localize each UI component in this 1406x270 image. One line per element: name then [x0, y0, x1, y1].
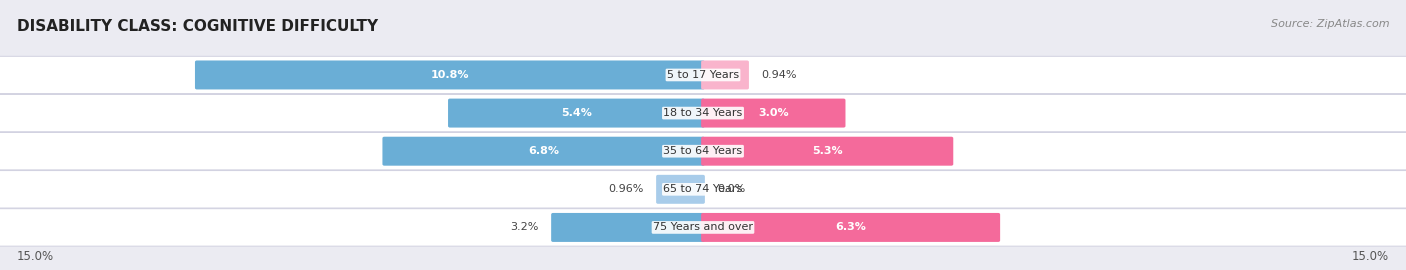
- Text: 10.8%: 10.8%: [430, 70, 470, 80]
- FancyBboxPatch shape: [0, 94, 1406, 132]
- Text: 18 to 34 Years: 18 to 34 Years: [664, 108, 742, 118]
- FancyBboxPatch shape: [449, 99, 704, 127]
- Text: 5.4%: 5.4%: [561, 108, 592, 118]
- Text: Source: ZipAtlas.com: Source: ZipAtlas.com: [1271, 19, 1389, 29]
- Text: 35 to 64 Years: 35 to 64 Years: [664, 146, 742, 156]
- Text: 15.0%: 15.0%: [17, 250, 53, 263]
- FancyBboxPatch shape: [0, 209, 1406, 246]
- Text: 5 to 17 Years: 5 to 17 Years: [666, 70, 740, 80]
- FancyBboxPatch shape: [702, 99, 845, 127]
- Text: 6.3%: 6.3%: [835, 222, 866, 232]
- FancyBboxPatch shape: [0, 171, 1406, 208]
- Text: 3.2%: 3.2%: [510, 222, 538, 232]
- FancyBboxPatch shape: [0, 133, 1406, 170]
- FancyBboxPatch shape: [0, 56, 1406, 94]
- Text: 5.3%: 5.3%: [811, 146, 842, 156]
- Text: 0.0%: 0.0%: [717, 184, 745, 194]
- FancyBboxPatch shape: [551, 213, 704, 242]
- Text: 75 Years and over: 75 Years and over: [652, 222, 754, 232]
- FancyBboxPatch shape: [702, 213, 1000, 242]
- Text: 6.8%: 6.8%: [529, 146, 560, 156]
- Text: DISABILITY CLASS: COGNITIVE DIFFICULTY: DISABILITY CLASS: COGNITIVE DIFFICULTY: [17, 19, 378, 34]
- Text: 3.0%: 3.0%: [758, 108, 789, 118]
- Text: 0.96%: 0.96%: [609, 184, 644, 194]
- Text: 0.94%: 0.94%: [761, 70, 797, 80]
- FancyBboxPatch shape: [382, 137, 704, 166]
- Text: 65 to 74 Years: 65 to 74 Years: [664, 184, 742, 194]
- FancyBboxPatch shape: [702, 137, 953, 166]
- Text: 15.0%: 15.0%: [1353, 250, 1389, 263]
- FancyBboxPatch shape: [657, 175, 704, 204]
- FancyBboxPatch shape: [195, 60, 704, 89]
- FancyBboxPatch shape: [702, 60, 749, 89]
